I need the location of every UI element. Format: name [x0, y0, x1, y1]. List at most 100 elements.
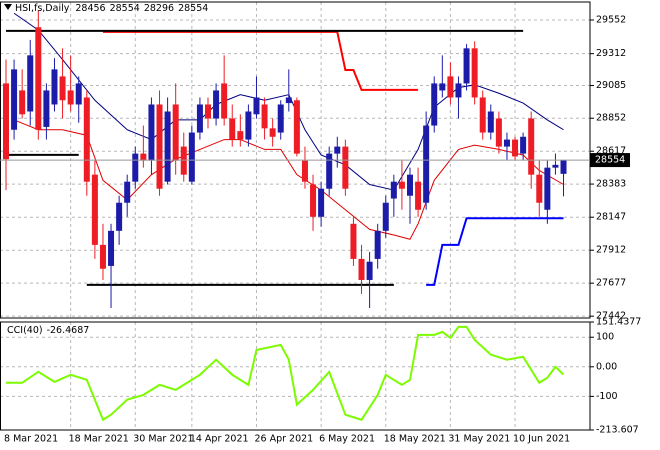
candle-body [415, 181, 422, 210]
candle-body [350, 223, 357, 259]
y-tick-label: -100 [596, 391, 618, 402]
y-tick-label: 27677 [596, 278, 626, 289]
x-tick-label: 14 Apr 2021 [190, 434, 249, 445]
x-tick-label: 8 Mar 2021 [4, 434, 58, 445]
candle-body [140, 153, 147, 161]
y-tick-label: 28617 [596, 146, 626, 157]
candle-body [124, 181, 131, 203]
header: HSI,fs,Daily 28456 28554 28296 28554 [15, 3, 208, 14]
candle-body [301, 160, 308, 182]
candle-body [19, 90, 26, 115]
y-tick-label: 28852 [596, 113, 626, 124]
y-tick-label: 29312 [596, 48, 626, 59]
candle-body [471, 48, 478, 98]
last-high: 28554 [110, 3, 140, 14]
candle-body [75, 83, 82, 105]
candle-body [310, 184, 317, 217]
x-tick-label: 6 May 2021 [319, 434, 375, 445]
y-tick-label: 27912 [596, 245, 626, 256]
cci-line [6, 325, 565, 422]
cci-header: CCI(40) -26.4687 [7, 325, 89, 336]
candle-body [35, 27, 42, 130]
indicator-line [13, 119, 564, 240]
candle-body [196, 104, 203, 133]
candle-body [374, 230, 381, 259]
candle-body [431, 83, 438, 126]
candle-body [479, 97, 486, 133]
candle-body [423, 125, 430, 203]
candle-body [3, 83, 9, 160]
candle-body [229, 118, 236, 140]
last-price-label: 28554 [595, 155, 625, 166]
candle-body [180, 146, 187, 175]
price-panel: 29552 29312 29085 28852 28617 28383 28147 27912… [0, 1, 630, 322]
symbol: HSI,fs,Daily [15, 3, 70, 14]
candle-body [382, 202, 389, 231]
candle-body [164, 111, 171, 182]
candle-body [67, 90, 74, 105]
y-tick-label: -213.607 [596, 425, 639, 436]
candle-body [398, 181, 405, 189]
candle-body [390, 181, 397, 199]
last-close: 28554 [178, 3, 208, 14]
candle-body [285, 97, 292, 104]
candle-body [334, 146, 341, 154]
y-tick-label: 28383 [596, 179, 626, 190]
candle-body [407, 174, 413, 196]
candle-body [552, 164, 559, 168]
panel-border [0, 321, 591, 431]
candle-body [455, 83, 462, 98]
y-tick-label: 28147 [596, 212, 626, 223]
candle-body [221, 83, 228, 119]
candle-body [132, 153, 139, 182]
candle-body [148, 104, 155, 161]
candle-body [43, 90, 50, 127]
candle-body [560, 160, 567, 174]
candle-body [487, 111, 494, 133]
candle-body [11, 69, 18, 130]
candle-body [261, 104, 268, 129]
candle-body [51, 69, 58, 105]
candle-body [277, 104, 284, 133]
candle-body [358, 258, 365, 280]
candle-body [188, 132, 195, 182]
candle-body [237, 131, 244, 140]
candle-body [83, 97, 90, 182]
candle-body [269, 128, 276, 137]
collapse-icon[interactable] [4, 4, 12, 10]
cci-last: -26.4687 [47, 325, 90, 336]
candle-body [99, 244, 106, 269]
candle-body [27, 55, 34, 112]
last-low: 28296 [144, 3, 174, 14]
y-tick-label: 100 [596, 332, 614, 343]
x-tick-label: 26 Apr 2021 [254, 434, 313, 445]
x-tick-label: 18 May 2021 [384, 434, 446, 445]
candle-body [342, 146, 349, 189]
candle-body [326, 153, 333, 189]
candle-body [512, 139, 519, 157]
indicator-line [426, 217, 564, 286]
candle-body [108, 230, 115, 266]
candle-body [91, 174, 98, 245]
candle-body [366, 261, 373, 280]
y-tick-label: 29085 [596, 80, 626, 91]
y-tick-label: 151.4377 [596, 317, 641, 328]
candle-body [253, 97, 260, 115]
candle-body [213, 90, 220, 119]
x-tick-label: 30 Mar 2021 [133, 434, 193, 445]
y-tick-label: 27442 [596, 311, 626, 322]
last-open: 28456 [75, 3, 105, 14]
candle-body [116, 202, 123, 231]
x-tick-label: 31 May 2021 [448, 434, 510, 445]
cci-panel: 151.4377 100 0.00 -100 -213.607 [0, 317, 641, 436]
candle-body [447, 76, 454, 98]
last-price-box [590, 153, 630, 168]
candle-body [503, 139, 510, 147]
y-tick-label: 0.00 [596, 361, 617, 372]
candle-body [463, 48, 470, 84]
candle-body [536, 174, 543, 203]
candle-body [495, 118, 502, 147]
candle-body [528, 118, 535, 175]
